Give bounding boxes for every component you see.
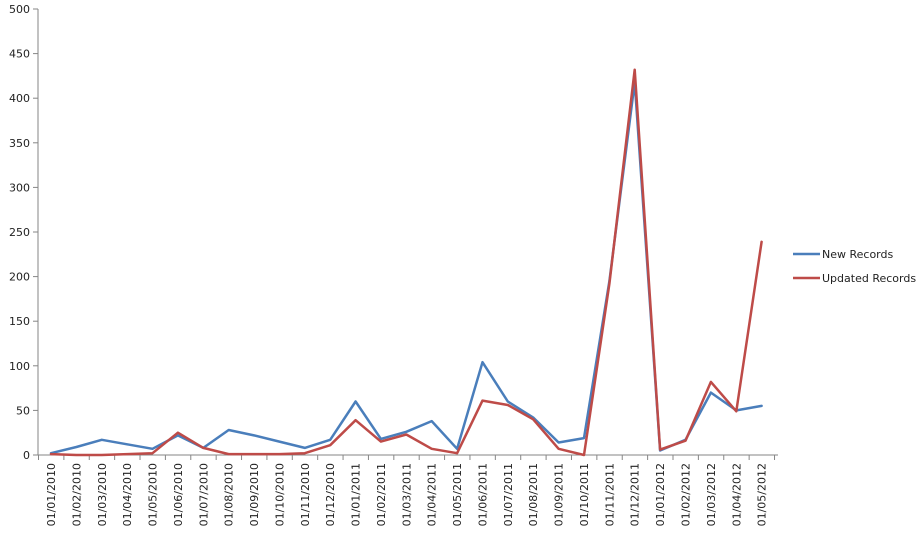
x-tick-label: 01/07/2011 (502, 463, 515, 526)
x-axis-ticks: 01/01/2010 01/02/2010 01/03/2010 01/04/2010… (38, 455, 776, 526)
y-axis-ticks: 0 50 100 150 200 250 300 350 400 450 500 (9, 3, 38, 462)
x-tick-label: 01/04/2010 (121, 463, 134, 526)
x-tick-label: 01/07/2010 (197, 463, 210, 526)
x-tick-label: 01/02/2010 (70, 463, 83, 526)
x-tick-label: 01/12/2010 (324, 463, 337, 526)
x-tick-label: 01/04/2012 (730, 463, 743, 526)
x-tick-label: 01/06/2011 (476, 463, 489, 526)
x-tick-label: 01/02/2011 (375, 463, 388, 526)
x-tick-label: 01/08/2010 (223, 463, 236, 526)
series-lines (49, 68, 763, 457)
x-tick-label: 01/05/2012 (756, 463, 769, 526)
axes (37, 9, 778, 456)
x-tick-label: 01/04/2011 (426, 463, 439, 526)
x-tick-label: 01/09/2011 (553, 463, 566, 526)
x-tick-label: 01/10/2011 (578, 463, 591, 526)
legend: New Records Updated Records (793, 248, 916, 285)
y-tick-label: 350 (9, 137, 30, 150)
y-tick-label: 300 (9, 181, 30, 194)
y-tick-label: 500 (9, 3, 30, 16)
x-tick-label: 01/01/2010 (45, 463, 58, 526)
y-tick-label: 400 (9, 92, 30, 105)
series-line-updated-records (49, 68, 763, 457)
legend-label: New Records (822, 248, 893, 261)
x-tick-label: 01/03/2012 (705, 463, 718, 526)
x-tick-label: 01/11/2011 (603, 463, 616, 526)
x-tick-label: 01/05/2011 (451, 463, 464, 526)
y-tick-label: 450 (9, 48, 30, 61)
x-tick-label: 01/01/2012 (654, 463, 667, 526)
legend-label: Updated Records (822, 272, 916, 285)
y-tick-label: 100 (9, 360, 30, 373)
x-tick-label: 01/08/2011 (527, 463, 540, 526)
x-tick-label: 01/01/2011 (350, 463, 363, 526)
x-tick-label: 01/12/2011 (629, 463, 642, 526)
y-tick-label: 200 (9, 271, 30, 284)
series-line-new-records (49, 80, 763, 455)
y-tick-label: 150 (9, 315, 30, 328)
x-tick-label: 01/03/2010 (96, 463, 109, 526)
x-tick-label: 01/05/2010 (147, 463, 160, 526)
y-tick-label: 0 (23, 449, 30, 462)
x-tick-label: 01/03/2011 (400, 463, 413, 526)
y-tick-label: 50 (16, 404, 30, 417)
y-tick-label: 250 (9, 226, 30, 239)
x-tick-label: 01/02/2012 (680, 463, 693, 526)
x-tick-label: 01/06/2010 (172, 463, 185, 526)
x-tick-label: 01/09/2010 (248, 463, 261, 526)
x-tick-label: 01/11/2010 (299, 463, 312, 526)
x-tick-label: 01/10/2010 (273, 463, 286, 526)
